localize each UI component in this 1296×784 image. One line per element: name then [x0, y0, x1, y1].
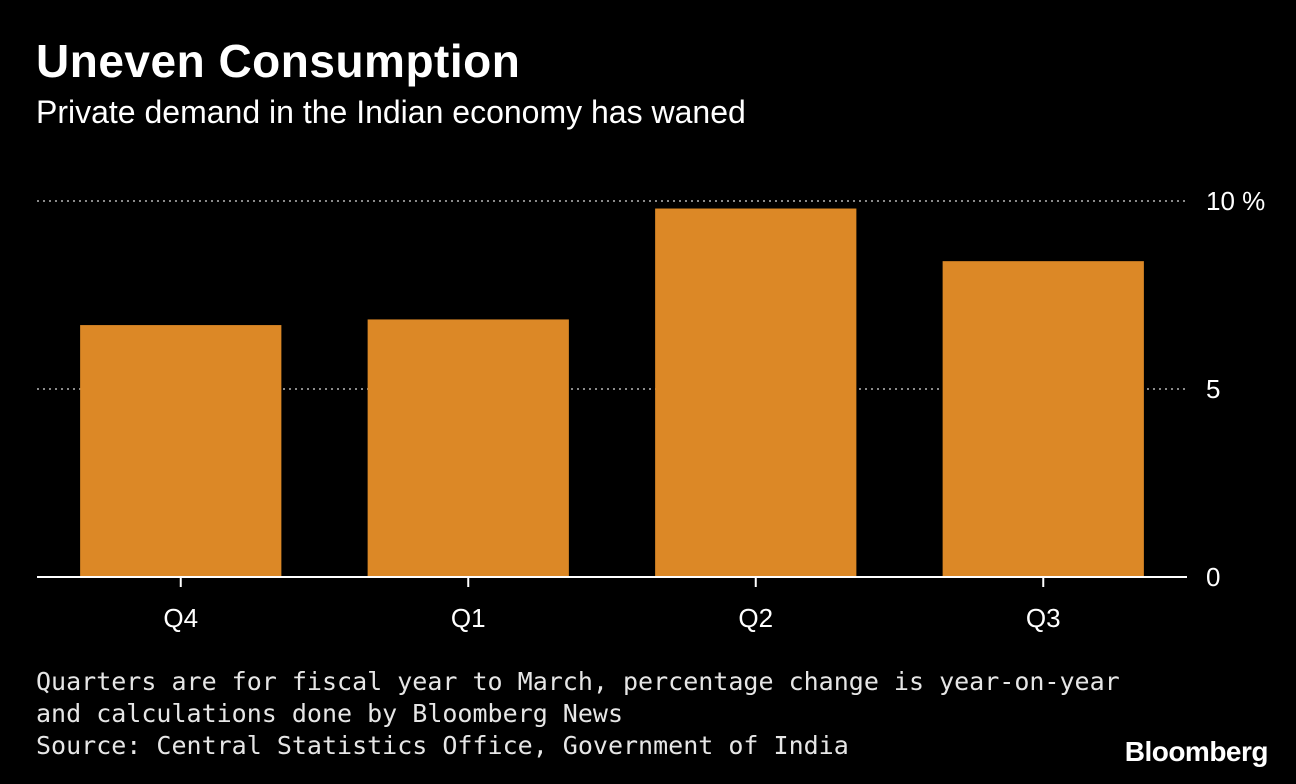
bar-q2	[655, 208, 857, 577]
bloomberg-logo: Bloomberg	[1124, 736, 1269, 767]
x-tick-label: Q4	[163, 603, 198, 633]
x-tick-label: Q2	[738, 603, 773, 633]
chart-subtitle: Private demand in the Indian economy has…	[36, 94, 746, 130]
bar-q1	[367, 319, 569, 577]
note-line-1: Quarters are for fiscal year to March, p…	[36, 667, 1120, 696]
source-line: Source: Central Statistics Office, Gover…	[36, 731, 849, 760]
y-tick-label: 5	[1206, 374, 1220, 404]
chart-notes: Quarters are for fiscal year to March, p…	[36, 666, 1120, 762]
x-tick-label: Q1	[451, 603, 486, 633]
x-tick-label: Q3	[1026, 603, 1061, 633]
y-tick-label: 0	[1206, 562, 1220, 592]
bar-q3	[942, 261, 1144, 577]
bar-q4	[80, 325, 282, 577]
chart-title: Uneven Consumption	[36, 35, 521, 87]
y-tick-label: 10 %	[1206, 186, 1265, 216]
note-line-2: and calculations done by Bloomberg News	[36, 699, 623, 728]
